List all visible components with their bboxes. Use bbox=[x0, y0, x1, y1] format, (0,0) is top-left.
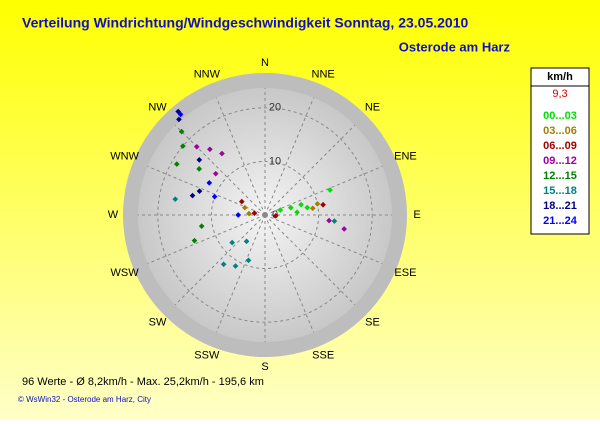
point bbox=[314, 201, 321, 207]
point bbox=[176, 116, 182, 123]
r-tick-label: 20 bbox=[269, 102, 281, 114]
point bbox=[196, 188, 203, 194]
direction-label: WSW bbox=[111, 267, 140, 279]
direction-label: ESE bbox=[394, 267, 416, 279]
point bbox=[177, 111, 184, 118]
grid-ring bbox=[157, 107, 373, 323]
direction-label: ENE bbox=[394, 151, 417, 163]
direction-label: SSW bbox=[194, 349, 220, 361]
legend-label: 18...21 bbox=[543, 200, 577, 212]
direction-label: NW bbox=[148, 101, 167, 113]
point bbox=[246, 210, 252, 217]
point bbox=[220, 261, 227, 268]
point bbox=[206, 180, 213, 186]
legend-box bbox=[530, 67, 590, 235]
legend-value: 9,3 bbox=[552, 88, 567, 100]
legend-label: 15...18 bbox=[543, 185, 577, 197]
point bbox=[331, 218, 338, 224]
chart-title: Verteilung Windrichtung/Windgeschwindigk… bbox=[22, 15, 468, 31]
point bbox=[198, 223, 205, 229]
point bbox=[219, 150, 225, 157]
point bbox=[243, 238, 250, 245]
direction-label: NNW bbox=[194, 68, 221, 80]
legend-title: km/h bbox=[547, 71, 573, 83]
point bbox=[341, 226, 348, 232]
point bbox=[211, 193, 218, 200]
direction-label: SW bbox=[149, 316, 167, 328]
stats: 96 Werte - Ø 8,2km/h - Max. 25,2km/h - 1… bbox=[22, 376, 264, 388]
legend-label: 06...09 bbox=[543, 140, 577, 152]
point bbox=[196, 166, 202, 172]
point bbox=[320, 201, 326, 208]
point bbox=[245, 257, 252, 264]
direction-label: WNW bbox=[110, 151, 139, 163]
point bbox=[232, 263, 239, 269]
point bbox=[326, 217, 332, 224]
point bbox=[272, 213, 279, 219]
point bbox=[193, 143, 200, 150]
legend-label: 03...06 bbox=[543, 125, 577, 137]
point bbox=[309, 205, 316, 212]
direction-label: W bbox=[108, 209, 119, 221]
footer: © WsWin32 - Osterode am Harz, City bbox=[18, 395, 151, 404]
point bbox=[229, 239, 235, 246]
direction-label: NNE bbox=[312, 68, 335, 80]
direction-label: NE bbox=[365, 101, 380, 113]
r-tick-label: 10 bbox=[269, 155, 281, 167]
point bbox=[287, 204, 294, 211]
legend-label: 00...03 bbox=[543, 110, 577, 122]
grid-ring bbox=[210, 160, 320, 270]
point bbox=[327, 187, 333, 193]
direction-label: SSE bbox=[312, 349, 334, 361]
point bbox=[189, 192, 196, 199]
direction-label: N bbox=[261, 57, 269, 69]
legend-label: 21...24 bbox=[543, 215, 578, 227]
direction-label: SE bbox=[365, 316, 380, 328]
point bbox=[238, 198, 245, 205]
point bbox=[298, 201, 304, 208]
subtitle: Osterode am Harz bbox=[399, 39, 511, 54]
point bbox=[178, 128, 185, 135]
legend-label: 12...15 bbox=[543, 170, 577, 182]
point bbox=[173, 161, 180, 167]
direction-label: S bbox=[261, 361, 268, 373]
point bbox=[242, 204, 248, 211]
point bbox=[251, 210, 258, 216]
point bbox=[212, 170, 219, 177]
point bbox=[294, 209, 300, 216]
point bbox=[277, 207, 284, 213]
point bbox=[235, 212, 242, 218]
direction-label: E bbox=[413, 209, 420, 221]
point bbox=[180, 143, 186, 149]
legend-label: 09...12 bbox=[543, 155, 577, 167]
point bbox=[191, 237, 198, 244]
point bbox=[304, 204, 311, 211]
point bbox=[172, 196, 179, 203]
